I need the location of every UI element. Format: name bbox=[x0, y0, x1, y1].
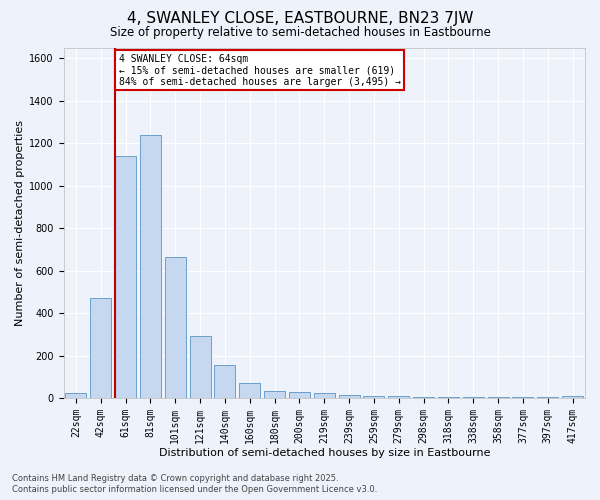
Bar bbox=[338, 395, 359, 398]
Bar bbox=[562, 396, 583, 398]
Text: Size of property relative to semi-detached houses in Eastbourne: Size of property relative to semi-detach… bbox=[110, 26, 490, 39]
Bar bbox=[289, 392, 310, 398]
Bar bbox=[115, 156, 136, 398]
Bar bbox=[314, 393, 335, 398]
Bar bbox=[190, 336, 211, 398]
Bar bbox=[140, 134, 161, 398]
Bar bbox=[214, 366, 235, 398]
Bar bbox=[364, 396, 385, 398]
Bar bbox=[239, 384, 260, 398]
Bar bbox=[90, 298, 112, 398]
Bar bbox=[264, 391, 285, 398]
Text: 4, SWANLEY CLOSE, EASTBOURNE, BN23 7JW: 4, SWANLEY CLOSE, EASTBOURNE, BN23 7JW bbox=[127, 11, 473, 26]
Bar bbox=[65, 393, 86, 398]
Y-axis label: Number of semi-detached properties: Number of semi-detached properties bbox=[15, 120, 25, 326]
Text: 4 SWANLEY CLOSE: 64sqm
← 15% of semi-detached houses are smaller (619)
84% of se: 4 SWANLEY CLOSE: 64sqm ← 15% of semi-det… bbox=[119, 54, 401, 87]
Bar bbox=[165, 257, 186, 398]
Bar bbox=[388, 396, 409, 398]
Bar bbox=[413, 396, 434, 398]
Text: Contains HM Land Registry data © Crown copyright and database right 2025.
Contai: Contains HM Land Registry data © Crown c… bbox=[12, 474, 377, 494]
X-axis label: Distribution of semi-detached houses by size in Eastbourne: Distribution of semi-detached houses by … bbox=[158, 448, 490, 458]
